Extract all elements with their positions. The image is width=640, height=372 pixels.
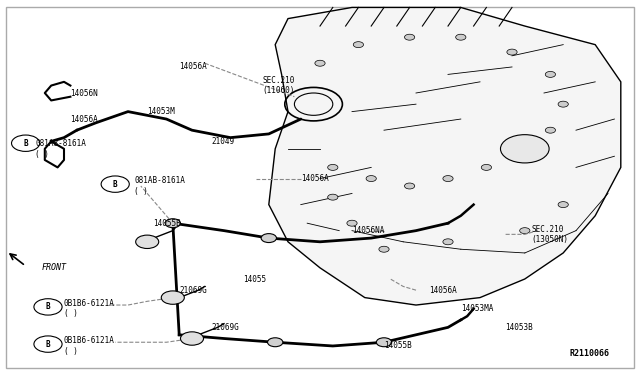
Circle shape xyxy=(376,338,392,347)
Text: 14056A: 14056A xyxy=(179,62,207,71)
Text: 14055B: 14055B xyxy=(154,219,181,228)
Circle shape xyxy=(481,164,492,170)
Circle shape xyxy=(520,153,530,159)
Circle shape xyxy=(379,246,389,252)
Circle shape xyxy=(180,332,204,345)
Text: 14056A: 14056A xyxy=(301,174,328,183)
Circle shape xyxy=(261,234,276,243)
Text: 14053B: 14053B xyxy=(506,323,533,332)
Text: 0B1B6-6121A
( ): 0B1B6-6121A ( ) xyxy=(64,336,115,356)
Circle shape xyxy=(545,71,556,77)
Text: B: B xyxy=(45,302,51,311)
Text: 14053MA: 14053MA xyxy=(461,304,493,313)
Text: 14055: 14055 xyxy=(243,275,266,283)
Text: FRONT: FRONT xyxy=(42,263,67,272)
Text: 21069G: 21069G xyxy=(179,286,207,295)
Circle shape xyxy=(366,176,376,182)
Polygon shape xyxy=(269,7,621,305)
Text: 081A8-8161A
( ): 081A8-8161A ( ) xyxy=(35,139,86,158)
Text: SEC.210
(13050N): SEC.210 (13050N) xyxy=(531,225,568,244)
Text: SEC.210
(11060): SEC.210 (11060) xyxy=(262,76,295,95)
Text: 21049: 21049 xyxy=(211,137,234,146)
Circle shape xyxy=(558,202,568,208)
Circle shape xyxy=(404,34,415,40)
Text: B: B xyxy=(113,180,118,189)
Circle shape xyxy=(500,135,549,163)
Circle shape xyxy=(315,60,325,66)
Circle shape xyxy=(520,228,530,234)
Text: 14056NA: 14056NA xyxy=(352,226,385,235)
Circle shape xyxy=(165,219,180,228)
Text: 14053M: 14053M xyxy=(147,107,175,116)
Circle shape xyxy=(545,127,556,133)
Circle shape xyxy=(136,235,159,248)
Circle shape xyxy=(268,338,283,347)
Circle shape xyxy=(347,220,357,226)
Text: 14056A: 14056A xyxy=(70,115,98,124)
Circle shape xyxy=(443,176,453,182)
Circle shape xyxy=(404,183,415,189)
Text: R2110066: R2110066 xyxy=(570,349,610,358)
Text: 081AB-8161A
( ): 081AB-8161A ( ) xyxy=(134,176,185,196)
Text: 0B1B6-6121A
( ): 0B1B6-6121A ( ) xyxy=(64,299,115,318)
Circle shape xyxy=(456,34,466,40)
Circle shape xyxy=(161,291,184,304)
Text: 21069G: 21069G xyxy=(211,323,239,332)
Circle shape xyxy=(328,164,338,170)
Text: 14055B: 14055B xyxy=(384,341,412,350)
Circle shape xyxy=(443,239,453,245)
Text: 14056N: 14056N xyxy=(70,89,98,97)
Circle shape xyxy=(353,42,364,48)
Circle shape xyxy=(328,194,338,200)
Circle shape xyxy=(507,49,517,55)
Text: B: B xyxy=(45,340,51,349)
Circle shape xyxy=(558,101,568,107)
Text: 14056A: 14056A xyxy=(429,286,456,295)
Text: B: B xyxy=(23,139,28,148)
